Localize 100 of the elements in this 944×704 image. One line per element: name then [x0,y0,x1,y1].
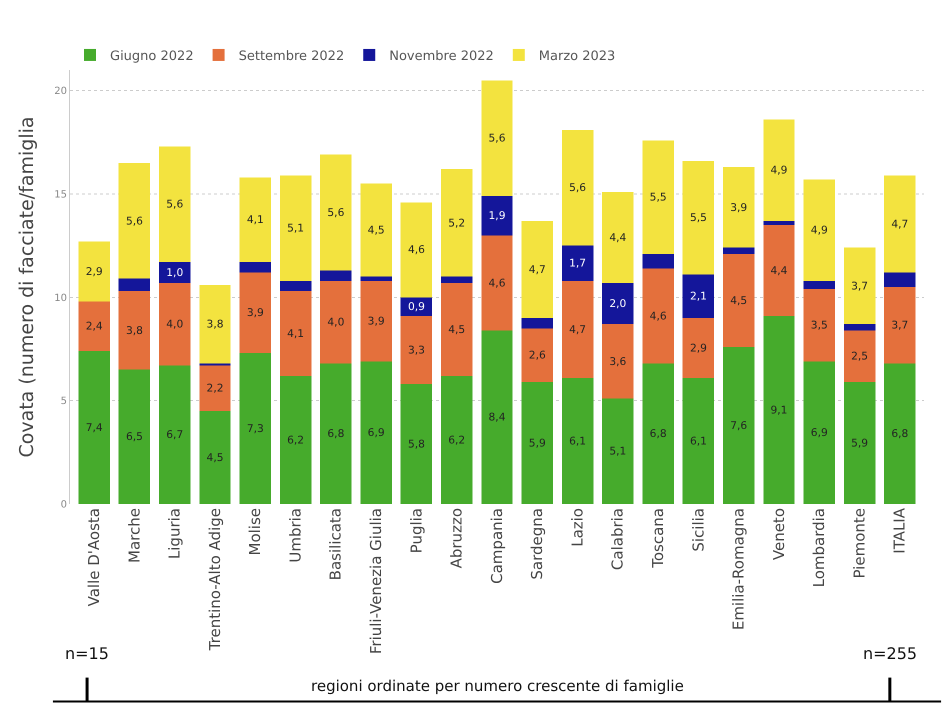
bar [280,280,312,292]
legend-label: Settembre 2022 [238,49,344,64]
bar [481,330,513,504]
bar [159,146,190,262]
data-label: 2,9 [690,341,708,354]
bar [240,262,272,273]
data-label: 2,4 [86,320,103,333]
bar [240,272,272,354]
data-label: 5,6 [569,181,586,194]
bar [78,242,110,302]
data-label: 5,9 [528,436,546,450]
data-label: 3,6 [609,354,627,368]
y-tick-label: 20 [54,86,67,98]
data-label: 4,7 [569,322,586,336]
bar [400,202,432,298]
bar [118,291,150,370]
data-label: 6,8 [891,427,909,440]
data-label: 2,5 [851,350,868,363]
data-label: 4,1 [246,213,264,226]
bar [78,351,110,504]
bar [722,254,754,347]
x-tick-label: Emilia-Romagna [730,508,748,630]
bar [722,167,754,248]
bar [400,384,432,504]
data-label: 7,4 [86,420,103,434]
legend-label: Marzo 2023 [538,49,616,64]
data-label: 3,7 [851,279,868,292]
bar [159,282,190,366]
data-label: 2,2 [206,382,224,395]
data-label: 6,8 [327,427,345,440]
bar [199,284,231,364]
bar [804,180,835,281]
bar [320,154,352,270]
x-tick-label: Friuli-Venezia Giulia [367,508,386,654]
x-axis-title: regioni ordinate per numero crescente di famiglie [311,677,684,695]
data-label: 6,1 [569,434,586,448]
data-label: 4,0 [166,318,184,331]
data-label: 3,8 [126,324,144,337]
x-tick-label: ITALIA [890,507,909,554]
x-tick-label: Toscana [649,508,668,569]
x-tick-label: Lazio [568,508,586,547]
bar [360,184,392,277]
bar [682,274,714,318]
legend-label: Giugno 2022 [110,49,194,64]
text: n=15 [65,644,109,663]
bar [280,376,312,504]
x-tick-label: Umbria [286,508,304,563]
bar [722,346,754,504]
data-label: 6,2 [448,433,466,446]
bar [763,225,795,316]
data-label: 4,0 [327,316,345,329]
bar [481,196,513,236]
bar [320,363,352,504]
x-tick-label: Sardegna [528,508,546,580]
data-label: 3,9 [246,306,264,320]
y-axis-title: Covata (numero di facciate/famiglia [16,116,38,458]
data-label: 4,1 [287,326,304,340]
bar [441,376,472,504]
data-label: 6,8 [650,427,667,440]
data-label: 6,7 [166,428,184,442]
data-label: 6,1 [690,434,707,448]
bar [682,378,714,504]
bar [844,324,876,330]
bar [562,246,594,281]
data-label: 5,6 [166,198,184,211]
x-tick-label: Veneto [770,508,788,560]
bar [884,287,916,364]
bar [441,282,472,376]
x-tick-label: Campania [488,508,506,584]
bar [118,370,150,504]
data-label: 7,6 [730,418,748,432]
bar [280,175,312,281]
bar [804,289,835,362]
data-label: 1,9 [488,209,506,222]
x-tick-label: Molise [246,508,264,556]
bar [441,276,472,283]
bar [522,328,553,382]
data-label: 4,4 [770,264,788,277]
bar [884,175,916,273]
bar [562,130,594,246]
data-label: 5,6 [126,214,144,228]
data-label: 3,3 [408,343,425,356]
bar [441,169,472,277]
data-label: 4,9 [770,164,788,177]
bar [884,272,916,287]
data-label: 4,7 [528,262,546,276]
data-label: 4,9 [810,224,828,237]
bar [884,363,916,504]
bar [804,280,835,290]
bar [280,291,312,376]
data-label: 5,2 [448,216,466,230]
data-label: 4,6 [488,276,506,290]
bar [400,316,432,384]
bar [602,324,634,399]
data-label: 4,6 [650,309,667,322]
bar [763,316,795,504]
x-tick-label: Piemonte [850,508,868,579]
y-tick-label: 10 [54,292,67,304]
data-label: 6,9 [810,426,828,440]
bar [522,382,553,504]
